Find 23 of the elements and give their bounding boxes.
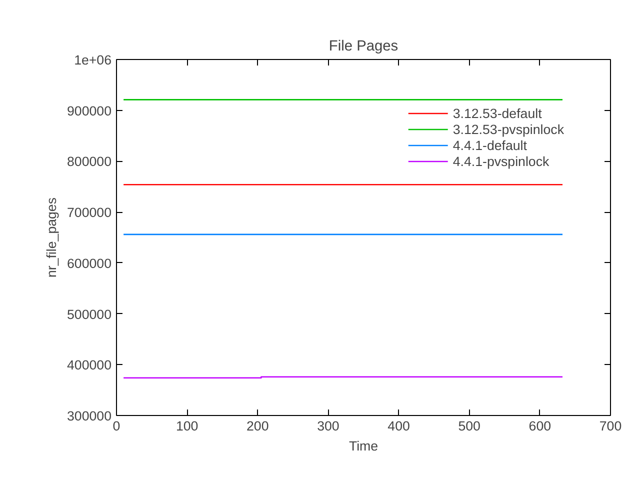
x-tick-label: 400 [388, 418, 410, 434]
y-tick-label: 1e+06 [74, 52, 112, 68]
x-tick-label: 0 [112, 418, 120, 434]
chart-title: File Pages [328, 38, 398, 54]
legend-label: 4.4.1-pvspinlock [452, 153, 550, 169]
y-tick-label: 300000 [67, 408, 112, 424]
y-tick-label: 600000 [67, 256, 112, 271]
x-tick-label: 300 [317, 418, 340, 434]
x-tick-label: 600 [528, 418, 552, 434]
y-tick-label: 400000 [67, 358, 112, 373]
x-axis-title: Time [348, 438, 378, 454]
y-tick-label: 500000 [67, 306, 112, 322]
legend-label: 3.12.53-default [452, 105, 542, 121]
y-tick-label: 800000 [67, 154, 112, 170]
y-axis-title: nr_file_pages [44, 197, 60, 278]
y-tick-label: 900000 [67, 103, 112, 118]
x-tick-label: 100 [176, 418, 198, 434]
legend-label: 4.4.1-default [452, 137, 527, 153]
x-tick-label: 700 [599, 418, 622, 434]
x-tick-label: 200 [246, 418, 269, 434]
legend-label: 3.12.53-pvspinlock [452, 121, 564, 137]
y-tick-label: 700000 [67, 205, 112, 220]
x-tick-label: 500 [458, 418, 480, 434]
